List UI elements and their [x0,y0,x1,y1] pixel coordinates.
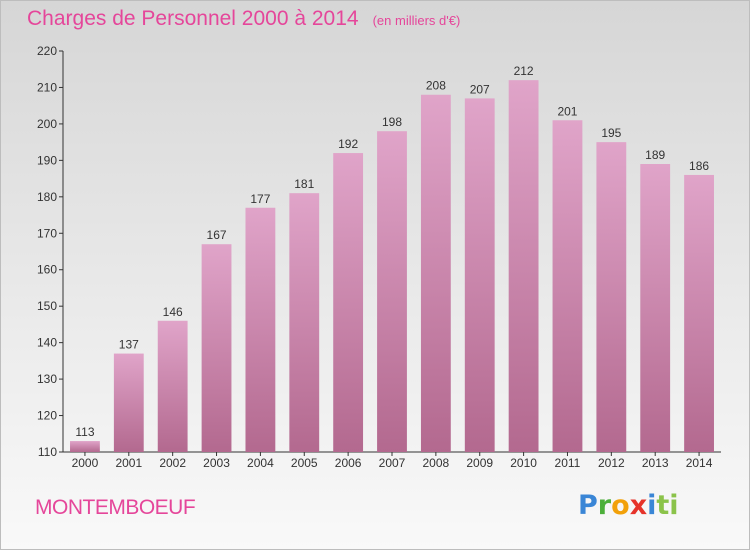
data-label: 201 [557,104,577,118]
x-tick-label: 2002 [159,456,186,470]
logo-letter: i [647,490,657,521]
x-tick-label: 2007 [379,456,406,470]
y-tick-label: 130 [37,372,57,386]
bars [70,80,714,453]
x-tick-label: 2008 [423,456,450,470]
data-label: 186 [689,159,709,173]
bar [596,142,627,453]
logo-letter: x [629,490,648,521]
commune-name: MONTEMBOEUF [35,496,196,519]
chart-title-text: Charges de Personnel 2000 à 2014 [27,7,359,30]
x-tick-label: 2012 [598,456,625,470]
data-label: 113 [75,425,94,439]
y-tick-label: 220 [37,44,57,58]
y-tick-label: 170 [37,226,57,240]
data-label: 207 [470,82,490,96]
bar [684,174,714,453]
data-label: 208 [426,79,446,93]
data-label: 167 [207,228,227,242]
chart-title: Charges de Personnel 2000 à 2014 (en mill… [27,7,460,31]
y-tick-label: 150 [37,299,57,313]
data-label: 181 [294,177,314,191]
chart-subtitle: (en milliers d'€) [372,13,461,28]
bar [333,153,364,452]
bar [508,80,539,452]
data-label: 137 [119,338,139,352]
data-label: 177 [250,192,270,206]
x-tick-label: 2009 [466,456,493,470]
x-tick-label: 2001 [115,456,142,470]
logo-letter: P [578,490,598,521]
y-tick-label: 190 [37,153,57,167]
bar [70,441,100,452]
y-tick-label: 210 [37,80,57,94]
data-label: 146 [163,305,183,319]
logo-letter: ti [656,490,679,521]
data-labels: 113 137 146 167 177 181 192 198 208 207 212 201 195 1… [75,64,709,439]
x-tick-label: 2013 [642,456,669,470]
y-tick-label: 200 [37,117,57,131]
x-tick-label: 2011 [555,456,581,470]
bar [640,164,671,452]
y-tick-label: 180 [37,190,57,204]
x-tick-label: 2006 [335,456,362,470]
y-tick-label: 140 [37,336,57,350]
bar [420,94,451,452]
logo-letter: o [611,490,630,521]
bar [157,320,188,452]
y-tick-label: 160 [37,263,57,277]
x-tick-label: 2010 [510,456,537,470]
bar [377,131,407,452]
data-label: 195 [601,126,621,140]
bar [201,244,232,452]
bar [289,193,320,452]
x-tick-label: 2004 [247,456,274,470]
x-tick-label: 2014 [686,456,713,470]
x-tick-label: 2000 [72,456,99,470]
data-label: 212 [514,64,534,78]
bar [245,207,276,452]
y-tick-label: 120 [37,409,57,423]
proxiti-logo: Proxiti [578,490,679,521]
data-label: 192 [338,137,358,151]
y-tick-label: 110 [38,445,57,459]
logo-letter: r [597,490,612,521]
x-tick-label: 2003 [203,456,230,470]
bar [113,353,144,452]
bar [464,98,495,453]
bar [552,120,583,452]
data-label: 189 [645,148,665,162]
data-label: 198 [382,115,402,129]
x-tick-label: 2005 [291,456,318,470]
